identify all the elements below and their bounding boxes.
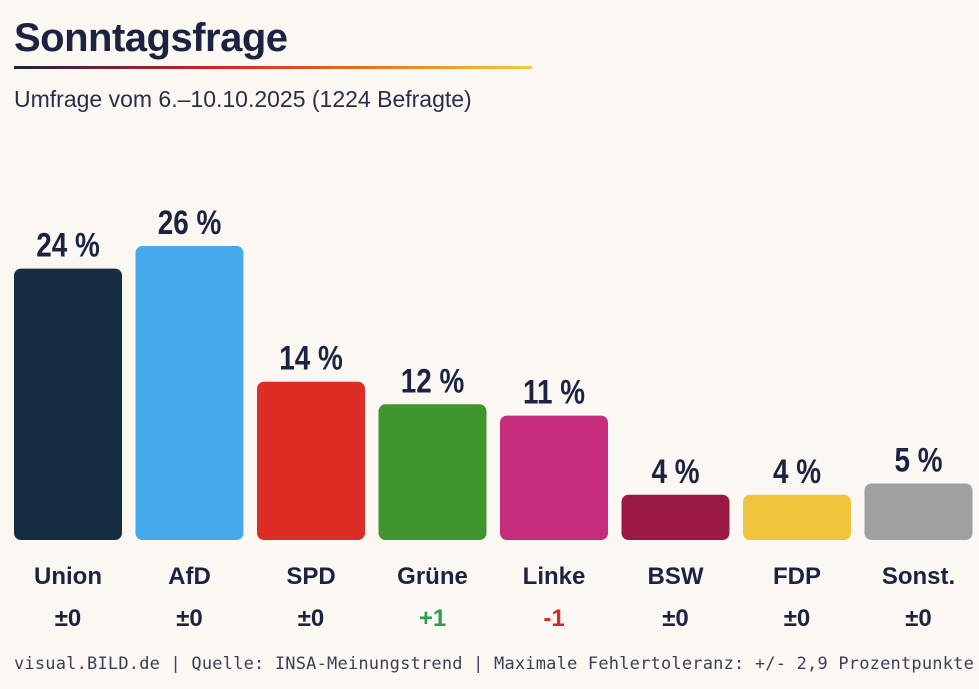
category-label: FDP [773,563,821,590]
poll-bar-chart: 24 % Union ±0 26 % AfD ±0 14 % SPD ±0 12 % Grüne +1… [14,203,973,632]
value-label: 12 % [401,362,465,400]
category-label: BSW [648,563,704,590]
value-label: 11 % [523,373,585,411]
value-label: 24 % [36,226,100,264]
change-label: +1 [419,605,446,632]
value-label: 14 % [279,339,343,377]
change-label: ±0 [298,605,325,632]
category-label: Linke [523,563,586,590]
value-label: 5 % [894,441,942,479]
bar-linke [500,415,608,540]
change-label: ±0 [176,605,203,632]
chart-title: Sonntagsfrage [14,16,288,60]
change-label: ±0 [784,605,811,632]
chart-subtitle: Umfrage vom 6.–10.10.2025 (1224 Befragte… [14,86,472,112]
bar-spd [257,381,365,540]
bar-bsw [621,494,730,540]
category-label: Grüne [397,563,468,590]
bar-grne [378,404,487,540]
bar-fdp [743,494,851,540]
change-label: ±0 [55,605,82,632]
title-underline [14,66,532,69]
bar-sonst [864,483,973,540]
value-label: 26 % [158,203,222,241]
category-label: AfD [168,563,211,590]
change-label: -1 [543,605,564,632]
category-label: Union [34,563,102,590]
category-label: Sonst. [882,563,955,590]
bar-union [14,268,122,540]
change-label: ±0 [662,605,689,632]
value-label: 4 % [773,452,821,490]
category-label: SPD [286,563,335,590]
source-footer: visual.BILD.de | Quelle: INSA-Meinungstr… [14,654,975,674]
change-label: ±0 [905,605,932,632]
bar-afd [135,246,244,540]
value-label: 4 % [651,452,699,490]
